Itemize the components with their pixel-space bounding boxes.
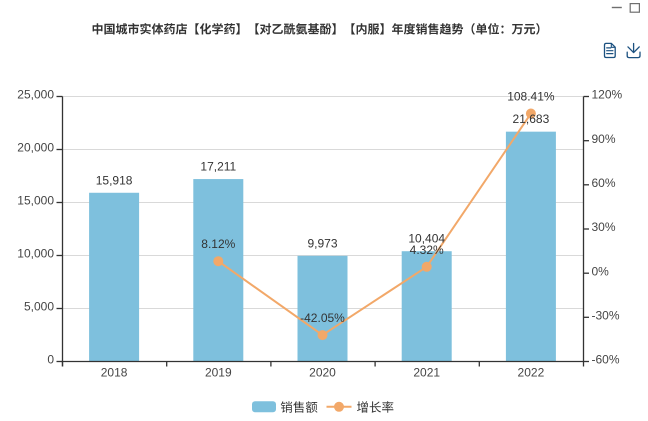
svg-text:-60%: -60% [592,353,620,367]
svg-text:2019: 2019 [205,365,232,379]
svg-text:2021: 2021 [413,365,440,379]
svg-text:17,211: 17,211 [200,160,236,174]
svg-text:15,918: 15,918 [96,173,133,187]
svg-text:5,000: 5,000 [24,300,54,314]
svg-text:60%: 60% [592,176,616,190]
svg-text:0: 0 [47,353,54,367]
svg-text:10,404: 10,404 [408,232,445,246]
svg-text:2020: 2020 [309,365,336,379]
svg-text:-42.05%: -42.05% [300,311,345,325]
svg-text:21,683: 21,683 [513,112,550,126]
svg-text:10,000: 10,000 [17,247,54,261]
svg-text:2018: 2018 [101,365,128,379]
svg-text:120%: 120% [592,88,623,102]
svg-text:8.12%: 8.12% [201,237,235,251]
svg-text:-30%: -30% [592,309,620,323]
svg-text:20,000: 20,000 [17,141,54,155]
svg-text:9,973: 9,973 [307,236,337,250]
svg-text:30%: 30% [592,220,616,234]
svg-text:4.32%: 4.32% [410,243,444,257]
svg-text:2022: 2022 [518,365,545,379]
svg-text:90%: 90% [592,132,616,146]
svg-text:25,000: 25,000 [17,88,54,102]
svg-text:0%: 0% [592,264,610,278]
svg-text:15,000: 15,000 [17,194,54,208]
svg-text:108.41%: 108.41% [507,90,555,104]
